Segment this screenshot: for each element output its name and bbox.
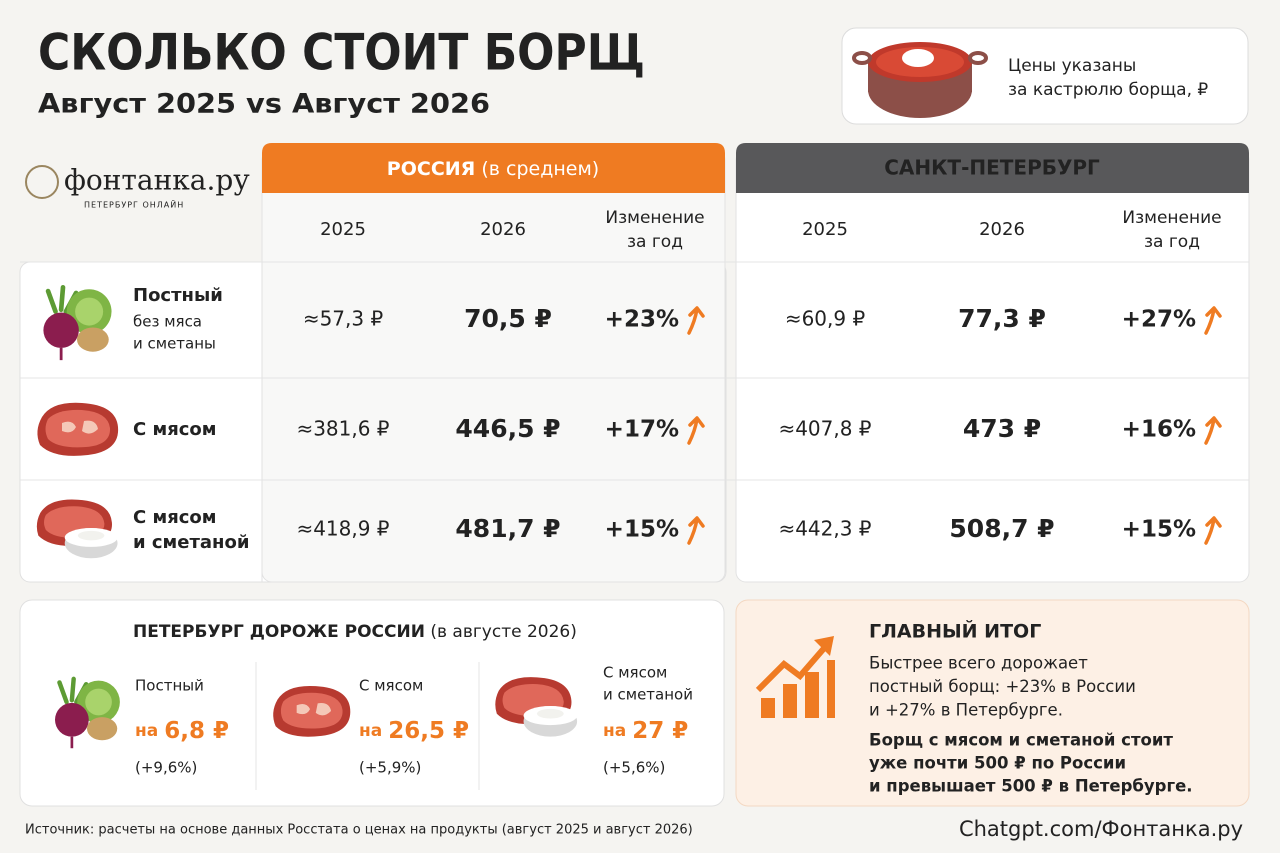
comparison-percent: (+9,6%): [135, 759, 197, 777]
summary-line: Быстрее всего дорожает: [869, 654, 1088, 673]
price-2025: ≈381,6 ₽: [296, 417, 389, 441]
comparison-amount: на 26,5 ₽: [359, 718, 469, 744]
summary-line: и +27% в Петербурге.: [869, 701, 1063, 720]
group-title: САНКТ-ПЕТЕРБУРГ: [884, 156, 1100, 180]
comparison-name: С мясом: [603, 664, 667, 682]
summary-line-bold: и превышает 500 ₽ в Петербурге.: [869, 777, 1193, 796]
comparison-name: Постный: [135, 677, 204, 695]
price-change: +23%: [605, 307, 679, 333]
summary-box: [735, 599, 1250, 807]
comparison-note: (в августе 2026): [430, 622, 577, 642]
comparison-box: [19, 599, 725, 807]
russia-header: [262, 143, 725, 193]
icon: [37, 402, 119, 456]
group-title: РОССИЯ (в среднем): [387, 158, 599, 180]
row-dividers: [20, 261, 1249, 481]
comparison-name: ПЕТЕРБУРГ ДОРОЖЕ РОССИИ: [133, 622, 425, 642]
price-2026: 77,3 ₽: [958, 304, 1046, 333]
subtitle: Август 2025 vs Август 2026: [38, 89, 490, 120]
column-header: 2026: [979, 219, 1025, 240]
column-header: Изменение: [605, 208, 704, 228]
comparison-name: С мясом: [359, 677, 423, 695]
logo-name: фонтанка.ру: [64, 164, 250, 197]
row-note: и сметаны: [133, 335, 216, 353]
comparison-prefix: на: [135, 721, 158, 741]
comparison-prefix: на: [603, 721, 626, 741]
column-header: за год: [627, 232, 683, 252]
price-change: +16%: [1122, 417, 1196, 443]
note-line: Цены указаны: [1008, 56, 1136, 76]
comparison-name: и сметаной: [603, 686, 693, 704]
price-2026: 70,5 ₽: [464, 304, 552, 333]
price-change: +17%: [605, 417, 679, 443]
price-2026: 473 ₽: [963, 414, 1041, 443]
column-header: 2025: [320, 219, 366, 240]
price-2026: 481,7 ₽: [455, 514, 560, 543]
price-2025: ≈418,9 ₽: [296, 517, 389, 541]
icon: [273, 685, 351, 737]
credit: Chatgpt.com/Фонтанка.ру: [959, 817, 1243, 841]
summary-title: ГЛАВНЫЙ ИТОГ: [869, 620, 1041, 643]
comparison-amount: на 27 ₽: [603, 718, 688, 744]
source: Источник: расчеты на основе данных Росст…: [25, 823, 693, 838]
row-name: С мясом: [133, 507, 217, 528]
comparison-amount: 6,8 ₽: [164, 718, 229, 744]
title: СКОЛЬКО СТОИТ БОРЩ: [38, 24, 645, 82]
comparison-prefix: на: [359, 721, 382, 741]
pot-icon: [852, 42, 988, 118]
price-2026: 446,5 ₽: [455, 414, 560, 443]
column-header: 2026: [480, 219, 526, 240]
row-name: и сметаной: [133, 532, 249, 553]
summary-line-bold: уже почти 500 ₽ по России: [869, 754, 1126, 773]
column-header: за год: [1144, 232, 1200, 252]
price-2025: ≈407,8 ₽: [778, 417, 871, 441]
price-change: +15%: [1122, 517, 1196, 543]
comparison-title: ПЕТЕРБУРГ ДОРОЖЕ РОССИИ (в августе 2026): [133, 622, 577, 642]
comparison-amount: 27 ₽: [632, 718, 688, 744]
logo: фонтанка.ру ПЕТЕРБУРГ ОНЛАЙН: [25, 164, 250, 210]
price-change: +15%: [605, 517, 679, 543]
note-line: за кастрюлю борща, ₽: [1008, 80, 1208, 100]
comparison-amount: на 6,8 ₽: [135, 718, 229, 744]
comparison-percent: (+5,6%): [603, 759, 665, 777]
price-change: +27%: [1122, 307, 1196, 333]
summary-line-bold: Борщ с мясом и сметаной стоит: [869, 731, 1173, 750]
logo-tagline: ПЕТЕРБУРГ ОНЛАЙН: [84, 199, 184, 210]
price-2026: 508,7 ₽: [949, 514, 1054, 543]
spb-header: [736, 143, 1249, 193]
price-2025: ≈57,3 ₽: [303, 307, 384, 331]
price-2025: ≈442,3 ₽: [778, 517, 871, 541]
group-name: РОССИЯ: [387, 158, 476, 180]
row-name: Постный: [133, 285, 223, 306]
row-note: без мяса: [133, 313, 202, 331]
row-name: С мясом: [133, 419, 217, 440]
column-header: 2025: [802, 219, 848, 240]
summary-line: постный борщ: +23% в России: [869, 677, 1136, 696]
group-subtitle: (в среднем): [481, 158, 599, 180]
price-2025: ≈60,9 ₽: [785, 307, 866, 331]
comparison-amount: 26,5 ₽: [388, 718, 469, 744]
comparison-percent: (+5,9%): [359, 759, 421, 777]
growth-icon: [755, 636, 835, 718]
column-header: Изменение: [1122, 208, 1221, 228]
